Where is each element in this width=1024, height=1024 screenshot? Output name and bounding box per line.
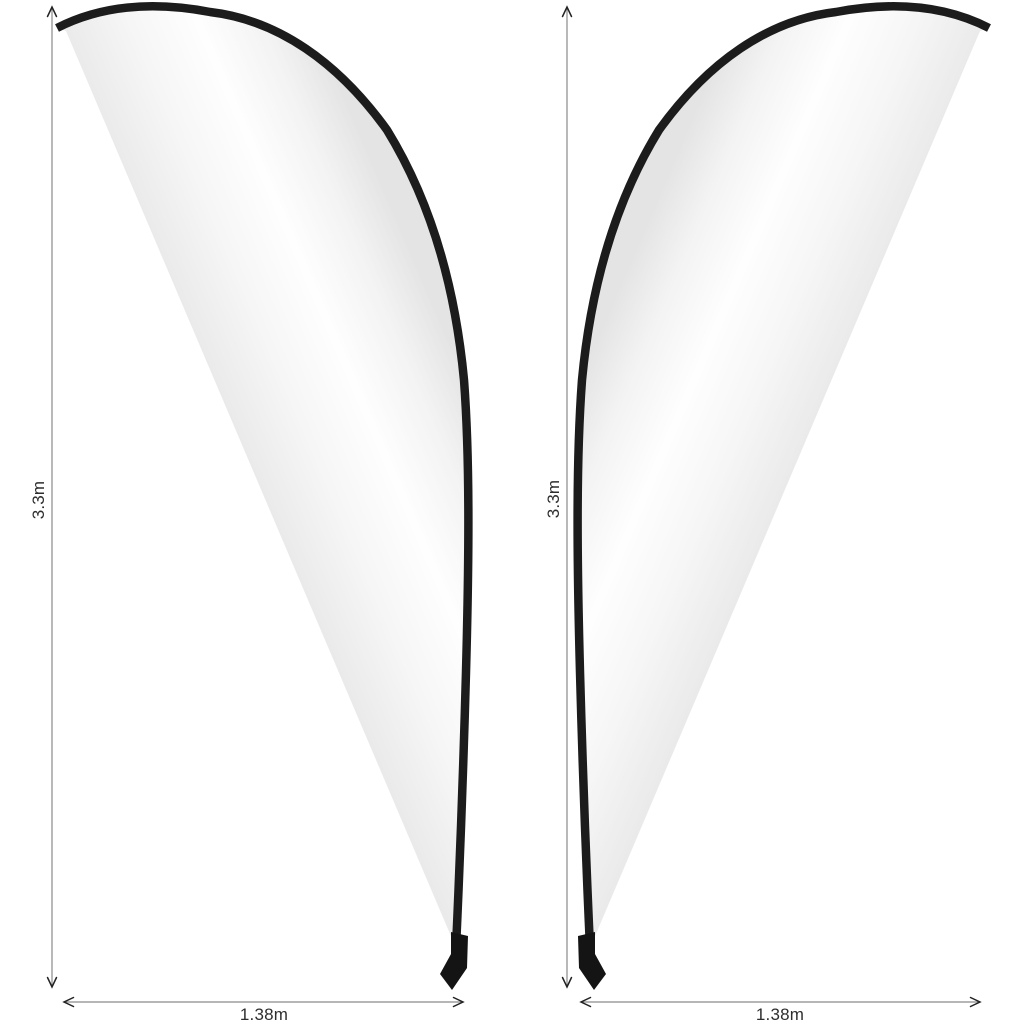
right-flag-base-knot xyxy=(578,932,606,990)
left-flag xyxy=(55,2,473,990)
left-height-dimension: 3.3m xyxy=(29,5,58,989)
right-height-label: 3.3m xyxy=(544,480,563,519)
right-flag-fabric xyxy=(577,6,989,948)
right-height-dimension: 3.3m xyxy=(544,5,573,989)
right-flag-edge xyxy=(573,2,991,949)
left-flag-base-knot xyxy=(440,932,468,990)
left-width-dimension: 1.38m xyxy=(62,996,465,1024)
left-height-label: 3.3m xyxy=(29,481,48,520)
left-width-label: 1.38m xyxy=(240,1005,288,1024)
right-width-dimension: 1.38m xyxy=(579,996,982,1024)
right-width-label: 1.38m xyxy=(756,1005,804,1024)
right-flag xyxy=(573,2,991,990)
left-flag-fabric xyxy=(57,6,469,948)
left-flag-edge xyxy=(55,2,473,949)
